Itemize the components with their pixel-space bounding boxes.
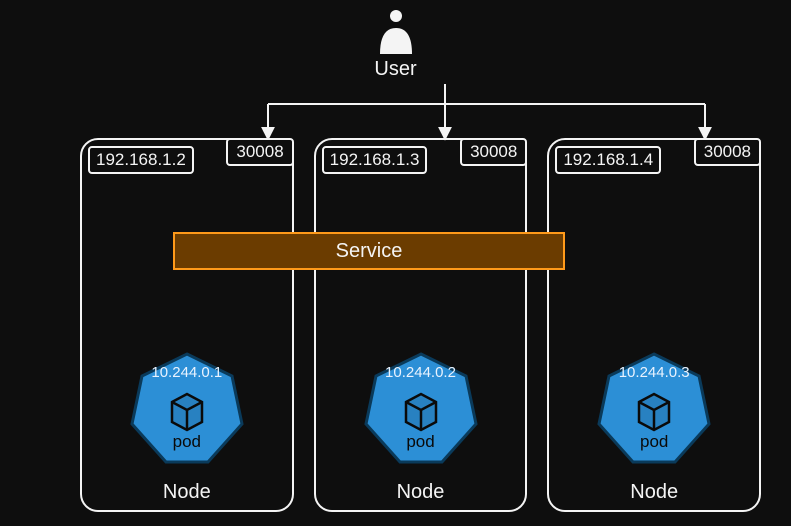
node-box: 192.168.1.4 30008 10.244.0.3 pod Node (547, 138, 761, 512)
node-port: 30008 (460, 138, 527, 166)
nodes-row: 192.168.1.2 30008 10.244.0.1 pod Node 19… (80, 138, 761, 512)
pod: 10.244.0.1 pod (128, 350, 246, 468)
pod: 10.244.0.2 pod (362, 350, 480, 468)
node-label: Node (397, 481, 445, 504)
pod: 10.244.0.3 pod (595, 350, 713, 468)
node-port: 30008 (694, 138, 761, 166)
pod-ip: 10.244.0.1 (151, 364, 222, 381)
node-ip: 192.168.1.4 (555, 146, 661, 174)
pod-label: pod (173, 432, 201, 452)
node-label: Node (163, 481, 211, 504)
node-port: 30008 (226, 138, 293, 166)
node-label: Node (630, 481, 678, 504)
node-ip: 192.168.1.2 (88, 146, 194, 174)
pod-label: pod (640, 432, 668, 452)
node-box: 192.168.1.3 30008 10.244.0.2 pod Node (314, 138, 528, 512)
user-label: User (374, 58, 416, 81)
pod-ip: 10.244.0.2 (385, 364, 456, 381)
user-icon (376, 8, 416, 56)
pod-ip: 10.244.0.3 (619, 364, 690, 381)
node-ip: 192.168.1.3 (322, 146, 428, 174)
service-label: Service (336, 240, 403, 263)
node-box: 192.168.1.2 30008 10.244.0.1 pod Node (80, 138, 294, 512)
pod-label: pod (406, 432, 434, 452)
service-bar: Service (173, 232, 565, 270)
